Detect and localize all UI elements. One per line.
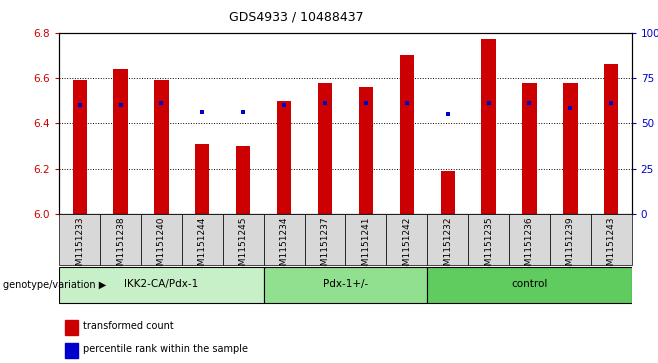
Bar: [345, 214, 386, 265]
Text: genotype/variation ▶: genotype/variation ▶: [3, 280, 107, 290]
Bar: [277, 101, 291, 214]
Bar: [399, 55, 414, 214]
Bar: [59, 214, 100, 265]
Bar: [264, 267, 427, 303]
Point: [401, 100, 412, 106]
Bar: [65, 343, 78, 358]
Text: GSM1151241: GSM1151241: [361, 217, 370, 277]
Bar: [236, 146, 251, 214]
Text: GSM1151244: GSM1151244: [198, 217, 207, 277]
Bar: [604, 65, 619, 214]
Point: [238, 109, 249, 115]
Text: GSM1151237: GSM1151237: [320, 217, 330, 277]
Text: percentile rank within the sample: percentile rank within the sample: [84, 344, 248, 354]
Text: GSM1151232: GSM1151232: [443, 217, 452, 277]
Text: IKK2-CA/Pdx-1: IKK2-CA/Pdx-1: [124, 279, 199, 289]
Text: GSM1151235: GSM1151235: [484, 217, 493, 277]
Bar: [563, 83, 578, 214]
Bar: [182, 214, 223, 265]
Point: [606, 100, 617, 106]
Bar: [427, 214, 468, 265]
Bar: [386, 214, 427, 265]
Text: GSM1151236: GSM1151236: [525, 217, 534, 277]
Text: GSM1151242: GSM1151242: [402, 217, 411, 277]
Text: GSM1151234: GSM1151234: [280, 217, 289, 277]
Bar: [468, 214, 509, 265]
Bar: [318, 83, 332, 214]
Bar: [141, 214, 182, 265]
Bar: [65, 320, 78, 335]
Point: [197, 109, 207, 115]
Bar: [482, 40, 495, 214]
Bar: [427, 267, 632, 303]
Bar: [59, 267, 264, 303]
Text: Pdx-1+/-: Pdx-1+/-: [323, 279, 368, 289]
Point: [156, 100, 166, 106]
Bar: [113, 69, 128, 214]
Bar: [440, 171, 455, 214]
Point: [115, 102, 126, 108]
Point: [74, 102, 85, 108]
Bar: [72, 80, 87, 214]
Bar: [359, 87, 373, 214]
Bar: [154, 80, 168, 214]
Bar: [195, 144, 209, 214]
Bar: [509, 214, 550, 265]
Text: transformed count: transformed count: [84, 321, 174, 331]
Text: GSM1151240: GSM1151240: [157, 217, 166, 277]
Text: GSM1151239: GSM1151239: [566, 217, 575, 277]
Text: GSM1151243: GSM1151243: [607, 217, 616, 277]
Bar: [264, 214, 305, 265]
Text: control: control: [511, 279, 547, 289]
Bar: [591, 214, 632, 265]
Point: [320, 100, 330, 106]
Point: [524, 100, 535, 106]
Point: [361, 100, 371, 106]
Point: [442, 111, 453, 117]
Point: [565, 105, 576, 110]
Bar: [100, 214, 141, 265]
Bar: [305, 214, 345, 265]
Text: GDS4933 / 10488437: GDS4933 / 10488437: [229, 11, 363, 24]
Text: GSM1151233: GSM1151233: [75, 217, 84, 277]
Text: GSM1151238: GSM1151238: [116, 217, 125, 277]
Point: [279, 102, 290, 108]
Point: [483, 100, 494, 106]
Bar: [223, 214, 264, 265]
Bar: [522, 83, 537, 214]
Text: GSM1151245: GSM1151245: [239, 217, 247, 277]
Bar: [550, 214, 591, 265]
